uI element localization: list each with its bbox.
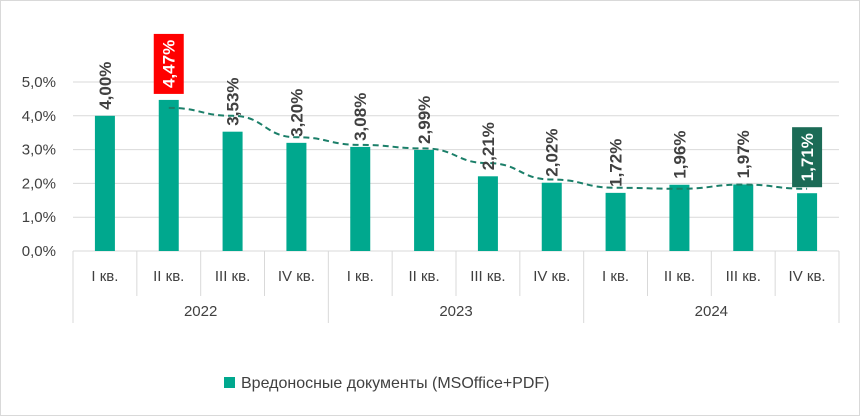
x-category-label: IV кв. xyxy=(789,268,826,285)
bar xyxy=(541,182,562,251)
x-year-label: 2022 xyxy=(184,303,217,320)
bar xyxy=(414,149,435,251)
y-tick-label: 1,0% xyxy=(22,209,56,226)
data-label: 1,71% xyxy=(798,133,817,181)
x-year-label: 2024 xyxy=(695,303,728,320)
x-category-label: III кв. xyxy=(726,268,761,285)
bar xyxy=(286,142,307,251)
bar xyxy=(733,184,754,251)
legend: Вредоносные документы (MSOffice+PDF) xyxy=(224,375,550,392)
data-label: 3,08% xyxy=(351,93,370,141)
trendline xyxy=(168,106,808,190)
bars xyxy=(94,99,818,251)
x-category-label: II кв. xyxy=(153,268,184,285)
x-category-label: II кв. xyxy=(664,268,695,285)
x-year-label: 2023 xyxy=(439,303,472,320)
legend-label: Вредоносные документы (MSOffice+PDF) xyxy=(241,375,550,392)
bar xyxy=(477,176,498,251)
data-label: 3,53% xyxy=(224,77,243,125)
bar xyxy=(605,192,626,251)
data-label: 1,97% xyxy=(734,130,753,178)
y-tick-label: 2,0% xyxy=(22,175,56,192)
x-category-label: I кв. xyxy=(347,268,374,285)
x-category-label: III кв. xyxy=(470,268,505,285)
x-category-label: IV кв. xyxy=(533,268,570,285)
data-label: 4,00% xyxy=(96,62,115,110)
bar xyxy=(94,115,115,251)
x-category-label: IV кв. xyxy=(278,268,315,285)
data-label: 1,72% xyxy=(607,139,626,187)
y-tick-label: 3,0% xyxy=(22,142,56,159)
trendline-path xyxy=(168,106,808,190)
x-category-label: II кв. xyxy=(408,268,439,285)
data-label: 2,02% xyxy=(543,129,562,177)
data-labels: 4,00% 4,47% 3,53% 3,20% 3,08% 2,99% 2,21% 2,02%… xyxy=(96,33,823,188)
data-label: 4,47% xyxy=(160,40,179,88)
y-tick-label: 5,0% xyxy=(22,74,56,91)
bar xyxy=(222,131,243,251)
bar xyxy=(158,99,179,251)
bar xyxy=(350,146,371,251)
x-category-label: I кв. xyxy=(602,268,629,285)
y-axis: 0,0% 1,0% 2,0% 3,0% 4,0% 5,0% xyxy=(22,74,56,260)
data-label: 3,20% xyxy=(287,89,306,137)
x-axis: I кв. II кв. III кв. IV кв. 2022 I кв. II кв. I… xyxy=(72,251,840,323)
x-category-label: I кв. xyxy=(91,268,118,285)
data-label: 2,99% xyxy=(415,96,434,144)
data-label-highlight xyxy=(153,33,184,94)
bar xyxy=(797,193,818,251)
bar xyxy=(669,184,690,251)
y-tick-label: 4,0% xyxy=(22,108,56,125)
gridlines xyxy=(73,81,839,252)
data-label-highlight xyxy=(792,127,823,188)
data-label: 1,96% xyxy=(670,131,689,179)
y-tick-label: 0,0% xyxy=(22,243,56,260)
data-label: 2,21% xyxy=(479,122,498,170)
x-category-label: III кв. xyxy=(215,268,250,285)
legend-swatch xyxy=(224,377,235,388)
